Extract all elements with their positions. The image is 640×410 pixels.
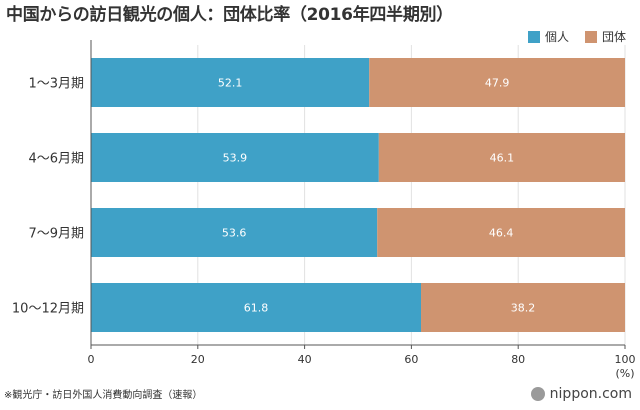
x-tick-label-60: 60	[404, 353, 418, 366]
x-tick-label-40: 40	[298, 353, 312, 366]
category-label-0: 1～3月期	[28, 77, 84, 92]
bar-individual-0	[91, 58, 370, 107]
x-tick-label-20: 20	[191, 353, 205, 366]
data-label-group-2: 46.4	[489, 227, 514, 240]
x-tick-label-80: 80	[511, 353, 525, 366]
legend-swatch-group	[584, 30, 597, 43]
x-tick-label-100: 100	[615, 353, 636, 366]
x-axis-unit: (%)	[615, 367, 634, 380]
x-tick-label-0: 0	[88, 353, 95, 366]
bar-individual-2	[91, 208, 378, 257]
brand-name: nippon.com	[549, 386, 632, 402]
legend-label-group: 団体	[601, 30, 626, 44]
chart-title: 中国からの訪日観光の個人：団体比率（2016年四半期別）	[6, 5, 453, 25]
category-label-3: 10～12月期	[12, 302, 84, 317]
data-label-individual-2: 53.6	[222, 227, 247, 240]
legend: 個人 団体	[512, 28, 626, 45]
bar-individual-1	[91, 133, 379, 182]
legend-item-individual: 個人	[527, 28, 569, 45]
bar-individual-3	[91, 283, 422, 332]
data-label-group-0: 47.9	[485, 77, 510, 90]
bar-group-2	[377, 208, 625, 257]
bar-group-0	[369, 58, 625, 107]
legend-swatch-individual	[527, 30, 540, 43]
data-label-group-1: 46.1	[490, 152, 515, 165]
brand-mark-icon	[530, 387, 545, 401]
bar-group-1	[378, 133, 625, 182]
brand-logo: nippon.com	[530, 386, 632, 402]
data-label-individual-0: 52.1	[218, 77, 243, 90]
data-label-individual-1: 53.9	[223, 152, 248, 165]
category-label-2: 7～9月期	[28, 227, 84, 242]
data-label-group-3: 38.2	[511, 302, 536, 315]
legend-item-group: 団体	[584, 28, 626, 45]
data-label-individual-3: 61.8	[244, 302, 269, 315]
source-note: ※観光庁・訪日外国人消費動向調査（速報）	[4, 390, 203, 401]
legend-label-individual: 個人	[544, 30, 569, 44]
category-label-1: 4～6月期	[28, 152, 84, 167]
bar-group-3	[421, 283, 625, 332]
